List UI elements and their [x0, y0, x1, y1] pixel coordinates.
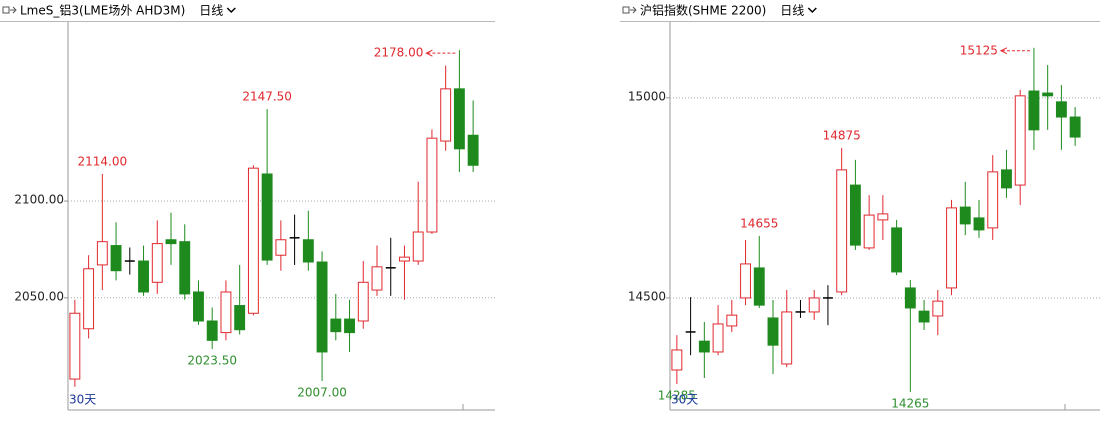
annotation-label: 2147.50 [242, 90, 292, 104]
candle-body [932, 300, 944, 317]
candle-body [973, 217, 985, 231]
candle-body [849, 184, 861, 246]
annotation-label: 2114.00 [78, 154, 128, 168]
candle-body [946, 207, 957, 289]
annotation-label: 2007.00 [297, 385, 347, 399]
candle-body [698, 340, 710, 353]
candle-body [891, 227, 903, 273]
candle-body [863, 214, 875, 249]
annotation-label: 15125 [960, 43, 998, 57]
candle-body [1028, 90, 1040, 131]
candle-body [316, 261, 328, 353]
candle-body [959, 206, 971, 225]
candle-body [179, 241, 191, 295]
candle-body [753, 267, 765, 306]
candle-body [671, 349, 683, 371]
period-selector[interactable]: 日线 [780, 4, 804, 18]
candle-body [918, 310, 930, 323]
candle-body [330, 318, 342, 333]
annotation-label: 14285 [658, 388, 696, 402]
candle-body [275, 239, 287, 256]
candle-body [781, 311, 793, 365]
y-tick-label: 15000 [628, 89, 666, 103]
candle-body [426, 137, 438, 233]
candle-body [1014, 95, 1026, 186]
icon [622, 6, 630, 14]
candle-body [399, 256, 410, 262]
candle-body [712, 323, 724, 353]
candle-body [69, 312, 81, 380]
candle-body [440, 88, 452, 142]
candle-body [344, 318, 355, 334]
annotation-label: 14265 [891, 396, 929, 410]
dropdown-chevron [226, 7, 236, 14]
candle-body [371, 266, 383, 291]
annotation-arrowhead [425, 49, 433, 57]
annotation-label: 14655 [740, 216, 778, 230]
candle-body [726, 314, 738, 327]
icon [630, 6, 637, 14]
candle-body [138, 260, 149, 293]
annotation-label: 14875 [823, 128, 861, 142]
candle-body [836, 169, 848, 293]
period-label: 30天 [671, 393, 698, 407]
chart-title: 沪铝指数(SHME 2200) [640, 3, 766, 18]
dropdown-chevron [807, 7, 817, 14]
candle-body [1042, 92, 1054, 97]
annotation-label: 2178.00 [374, 46, 424, 60]
candle-body [740, 263, 751, 299]
candle-body [206, 320, 218, 341]
candle-body [987, 171, 999, 229]
candle-body [877, 213, 889, 221]
candle-body [96, 241, 108, 266]
candle-body [453, 88, 465, 150]
candle-body [467, 134, 479, 166]
candle-body [302, 239, 314, 263]
candle-body [110, 245, 122, 272]
candle-body [1001, 169, 1012, 189]
annotation-arrowhead [999, 47, 1008, 55]
annotation-label: 2023.50 [187, 354, 237, 368]
candle-body [165, 239, 177, 245]
candle-body [247, 167, 259, 314]
candle-body [220, 291, 232, 334]
candle-body [151, 243, 163, 283]
icon [2, 6, 10, 14]
candle-body [193, 291, 204, 322]
y-tick-label: 2100.00 [14, 193, 64, 207]
y-tick-label: 2050.00 [14, 289, 64, 303]
candle-body [767, 317, 779, 346]
candle-body [808, 297, 820, 313]
candle-body [83, 268, 95, 330]
candle-body [261, 173, 273, 261]
candle-body [1069, 116, 1081, 138]
candle-body [357, 281, 369, 322]
period-label: 30天 [69, 393, 96, 407]
icon [10, 6, 17, 14]
y-tick-label: 14500 [628, 289, 666, 303]
candle-body [234, 305, 246, 331]
chart-title: LmeS_铝3(LME场外 AHD3M) [20, 3, 185, 18]
candle-body [412, 231, 424, 262]
period-selector[interactable]: 日线 [199, 4, 223, 18]
candle-body [904, 287, 916, 309]
candle-body [1055, 101, 1067, 118]
